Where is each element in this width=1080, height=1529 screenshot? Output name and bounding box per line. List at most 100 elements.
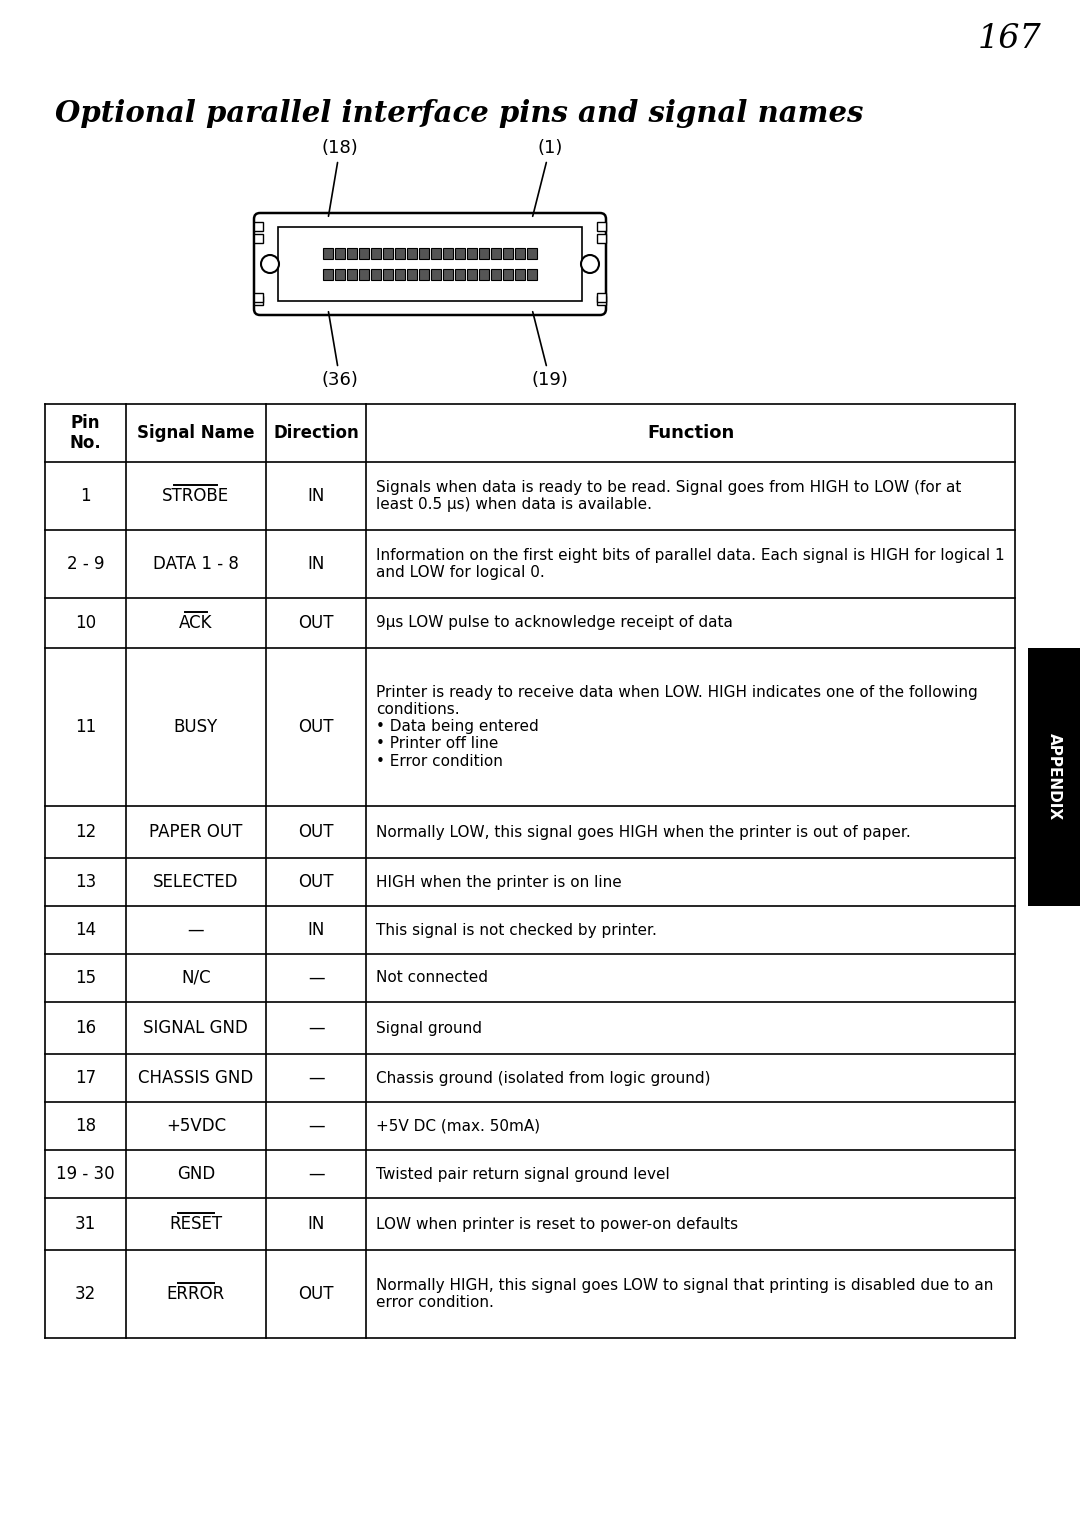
Bar bbox=[323, 248, 333, 258]
Text: Information on the first eight bits of parallel data. Each signal is HIGH for lo: Information on the first eight bits of p… bbox=[376, 547, 1004, 563]
Bar bbox=[254, 222, 264, 231]
Bar bbox=[335, 269, 345, 280]
Bar bbox=[359, 248, 369, 258]
Bar bbox=[455, 269, 465, 280]
Bar bbox=[467, 248, 477, 258]
Text: —: — bbox=[308, 1018, 324, 1037]
Bar bbox=[1028, 648, 1080, 907]
Bar bbox=[372, 269, 381, 280]
Text: —: — bbox=[188, 920, 204, 939]
Text: 2 - 9: 2 - 9 bbox=[67, 555, 104, 573]
Bar bbox=[372, 248, 381, 258]
Text: HIGH when the printer is on line: HIGH when the printer is on line bbox=[376, 875, 622, 890]
Bar bbox=[467, 269, 477, 280]
FancyBboxPatch shape bbox=[254, 213, 606, 315]
Bar bbox=[347, 269, 357, 280]
Bar bbox=[491, 269, 501, 280]
Bar bbox=[45, 404, 1015, 1338]
Text: 11: 11 bbox=[75, 719, 96, 735]
Text: IN: IN bbox=[308, 1216, 325, 1232]
Text: (36): (36) bbox=[322, 312, 359, 388]
Bar bbox=[597, 294, 606, 303]
Text: OUT: OUT bbox=[298, 823, 334, 841]
Text: APPENDIX: APPENDIX bbox=[1047, 734, 1062, 821]
Text: +5VDC: +5VDC bbox=[165, 1118, 226, 1135]
Text: Signal Name: Signal Name bbox=[137, 424, 255, 442]
Text: N/C: N/C bbox=[181, 969, 211, 988]
Text: This signal is not checked by printer.: This signal is not checked by printer. bbox=[376, 922, 657, 937]
Text: STROBE: STROBE bbox=[162, 488, 229, 505]
Text: IN: IN bbox=[308, 555, 325, 573]
Text: 16: 16 bbox=[75, 1018, 96, 1037]
Text: PAPER OUT: PAPER OUT bbox=[149, 823, 243, 841]
Bar bbox=[480, 248, 489, 258]
Bar bbox=[383, 248, 393, 258]
Bar bbox=[455, 248, 465, 258]
Text: CHASSIS GND: CHASSIS GND bbox=[138, 1069, 254, 1087]
Text: —: — bbox=[308, 1069, 324, 1087]
Bar bbox=[503, 248, 513, 258]
Bar bbox=[335, 248, 345, 258]
Text: • Data being entered: • Data being entered bbox=[376, 720, 539, 734]
Text: 32: 32 bbox=[75, 1284, 96, 1303]
Text: • Printer off line: • Printer off line bbox=[376, 737, 499, 751]
Text: SIGNAL GND: SIGNAL GND bbox=[144, 1018, 248, 1037]
Text: —: — bbox=[308, 1118, 324, 1135]
Text: 17: 17 bbox=[75, 1069, 96, 1087]
Bar bbox=[419, 269, 429, 280]
Circle shape bbox=[581, 255, 599, 274]
Text: 15: 15 bbox=[75, 969, 96, 988]
Bar bbox=[503, 269, 513, 280]
Bar bbox=[254, 294, 264, 303]
Bar bbox=[443, 248, 453, 258]
Text: Normally HIGH, this signal goes LOW to signal that printing is disabled due to a: Normally HIGH, this signal goes LOW to s… bbox=[376, 1278, 994, 1294]
Bar bbox=[347, 248, 357, 258]
Text: Printer is ready to receive data when LOW. HIGH indicates one of the following: Printer is ready to receive data when LO… bbox=[376, 685, 977, 700]
Text: —: — bbox=[308, 1165, 324, 1183]
Bar bbox=[480, 269, 489, 280]
Bar bbox=[395, 248, 405, 258]
Bar bbox=[407, 269, 417, 280]
Text: • Error condition: • Error condition bbox=[376, 754, 503, 769]
Bar bbox=[597, 297, 606, 304]
Bar bbox=[431, 248, 441, 258]
Text: (18): (18) bbox=[322, 139, 359, 216]
Text: error condition.: error condition. bbox=[376, 1295, 494, 1310]
Text: least 0.5 μs) when data is available.: least 0.5 μs) when data is available. bbox=[376, 497, 652, 512]
Text: Function: Function bbox=[647, 424, 734, 442]
Text: OUT: OUT bbox=[298, 615, 334, 631]
Bar bbox=[443, 269, 453, 280]
Text: Twisted pair return signal ground level: Twisted pair return signal ground level bbox=[376, 1167, 670, 1182]
Text: ERROR: ERROR bbox=[166, 1284, 225, 1303]
Text: Not connected: Not connected bbox=[376, 971, 488, 986]
Bar bbox=[278, 226, 582, 301]
Text: 1: 1 bbox=[80, 488, 91, 505]
Text: LOW when printer is reset to power-on defaults: LOW when printer is reset to power-on de… bbox=[376, 1217, 739, 1231]
Text: OUT: OUT bbox=[298, 719, 334, 735]
Bar bbox=[419, 248, 429, 258]
Bar bbox=[527, 269, 537, 280]
Text: ACK: ACK bbox=[179, 615, 213, 631]
Bar bbox=[515, 269, 525, 280]
Bar bbox=[254, 297, 264, 304]
Text: 18: 18 bbox=[75, 1118, 96, 1135]
Bar bbox=[597, 234, 606, 243]
Text: DATA 1 - 8: DATA 1 - 8 bbox=[153, 555, 239, 573]
Text: SELECTED: SELECTED bbox=[153, 873, 239, 891]
Text: Optional parallel interface pins and signal names: Optional parallel interface pins and sig… bbox=[55, 99, 863, 128]
Text: Chassis ground (isolated from logic ground): Chassis ground (isolated from logic grou… bbox=[376, 1070, 711, 1086]
Text: Signals when data is ready to be read. Signal goes from HIGH to LOW (for at: Signals when data is ready to be read. S… bbox=[376, 480, 961, 495]
Text: OUT: OUT bbox=[298, 1284, 334, 1303]
Bar bbox=[323, 269, 333, 280]
Text: Pin
No.: Pin No. bbox=[69, 414, 102, 453]
Bar bbox=[527, 248, 537, 258]
Text: GND: GND bbox=[177, 1165, 215, 1183]
Text: conditions.: conditions. bbox=[376, 702, 460, 717]
Bar bbox=[515, 248, 525, 258]
Text: and LOW for logical 0.: and LOW for logical 0. bbox=[376, 566, 544, 579]
Circle shape bbox=[261, 255, 279, 274]
Text: IN: IN bbox=[308, 488, 325, 505]
Text: 14: 14 bbox=[75, 920, 96, 939]
Text: 12: 12 bbox=[75, 823, 96, 841]
Text: 19 - 30: 19 - 30 bbox=[56, 1165, 114, 1183]
